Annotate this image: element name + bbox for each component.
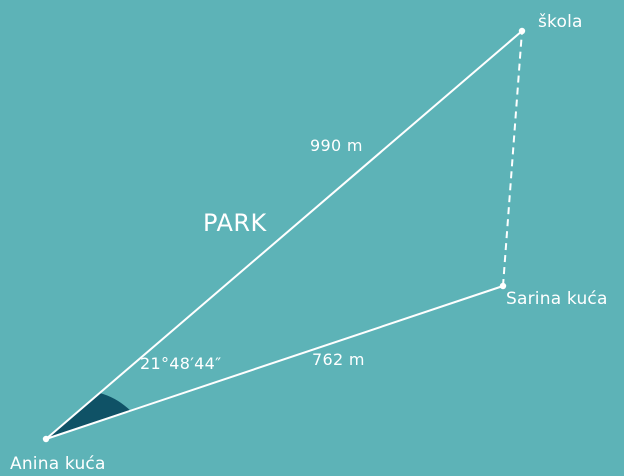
line-anina-sarina [45,285,504,440]
distance-anina-skola: 990 m [310,136,363,155]
label-anina: Anina kuća [10,454,106,474]
line-sarina-skola [502,30,523,287]
distance-anina-sarina: 762 m [312,350,365,369]
park-label: PARK [203,209,267,237]
label-sarina: Sarina kuća [506,289,608,309]
line-anina-skola [45,30,523,440]
point-anina [42,435,50,443]
angle-label: 21°48′44″ [140,354,222,373]
point-skola [518,27,526,35]
label-skola: škola [538,12,583,32]
point-sarina [499,282,507,290]
angle-marker [46,392,131,439]
